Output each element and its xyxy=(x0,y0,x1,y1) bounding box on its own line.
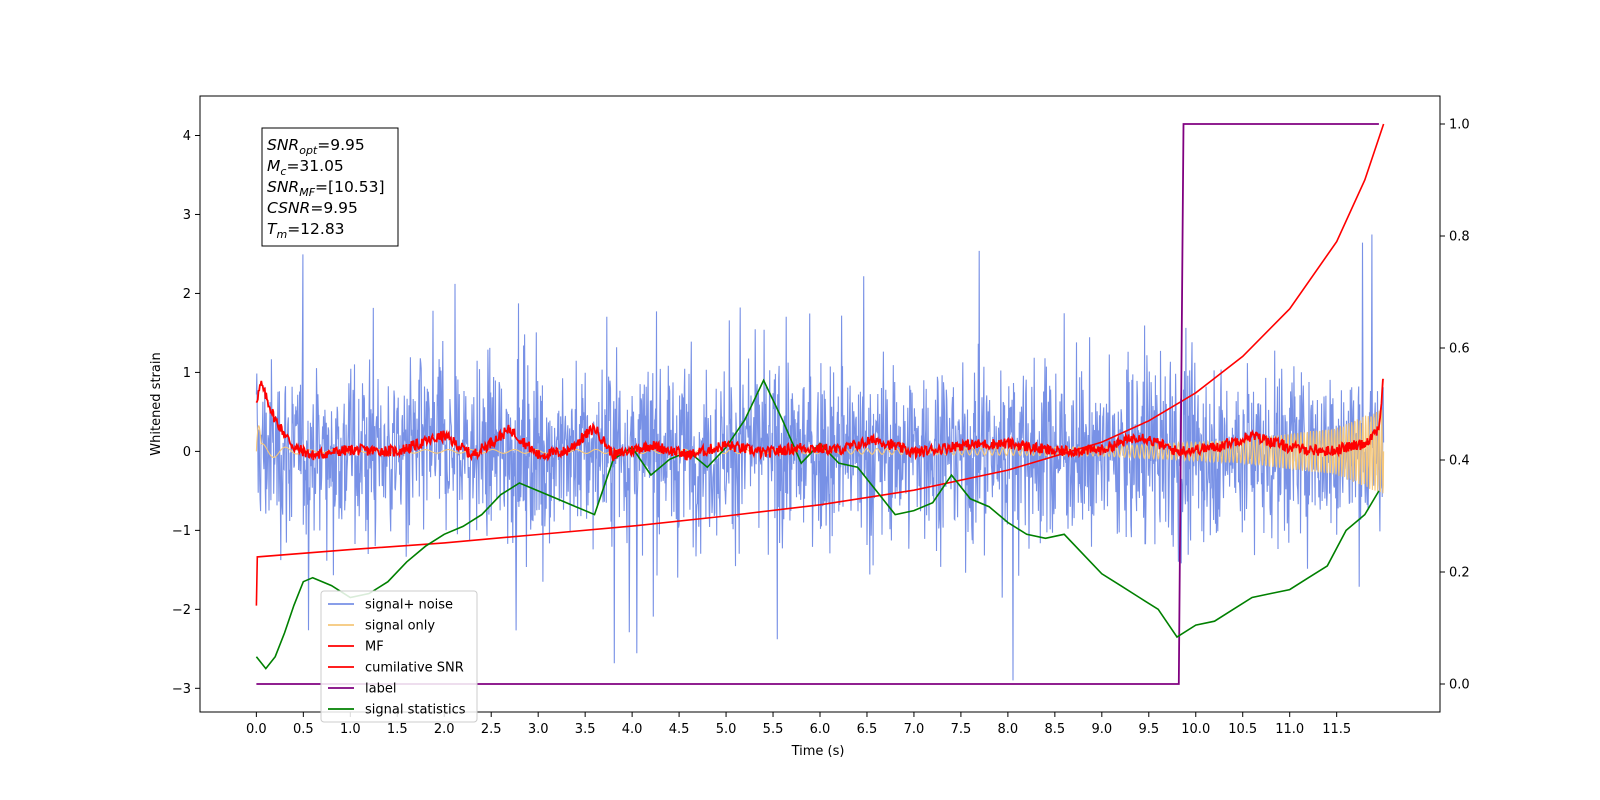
annotation-line: SNRopt=9.95 xyxy=(267,136,365,157)
y2-tick-label: 0.6 xyxy=(1449,342,1470,357)
x-tick-label: 11.0 xyxy=(1275,722,1304,737)
x-tick-label: 1.0 xyxy=(340,722,361,737)
x-tick-label: 6.5 xyxy=(857,722,878,737)
legend-label: label xyxy=(365,682,396,697)
legend-frame xyxy=(320,590,478,723)
y2-tick-label: 0.8 xyxy=(1449,230,1470,245)
y2-tick-label: 0.4 xyxy=(1449,454,1470,469)
x-tick-label: 4.0 xyxy=(622,722,643,737)
legend: signal+ noise signal only MF cumilative SNR… xyxy=(320,590,478,723)
legend-label: MF xyxy=(365,640,384,655)
annotation-variable: SNR xyxy=(267,136,299,154)
plot-area xyxy=(255,123,1385,685)
annotation-line: Mc=31.05 xyxy=(267,157,344,178)
x-tick-label: 10.0 xyxy=(1181,722,1210,737)
annotation-value: =[10.53] xyxy=(315,178,384,196)
x-tick-label: 0.5 xyxy=(293,722,314,737)
x-tick-label: 10.5 xyxy=(1228,722,1257,737)
x-tick-label: 2.0 xyxy=(434,722,455,737)
annotation-line: SNRMF=[10.53] xyxy=(267,178,385,199)
annotation-box: SNRopt=9.95Mc=31.05SNRMF=[10.53]CSNR=9.9… xyxy=(261,127,399,247)
x-tick-label: 3.0 xyxy=(528,722,549,737)
legend-label: signal only xyxy=(365,619,435,634)
x-tick-label: 6.0 xyxy=(810,722,831,737)
y-tick-label: 0 xyxy=(183,445,191,460)
x-tick-label: 4.5 xyxy=(669,722,690,737)
y-tick-label: −3 xyxy=(172,682,191,697)
annotation-value: =31.05 xyxy=(286,157,343,175)
x-tick-label: 5.5 xyxy=(763,722,784,737)
annotation-line: CSNR=9.95 xyxy=(267,199,358,217)
y-axis-right: 0.0 0.2 0.4 0.6 0.8 1.0 xyxy=(1440,118,1470,693)
x-tick-label: 9.0 xyxy=(1091,722,1112,737)
annotation-variable: SNR xyxy=(267,178,299,196)
x-tick-label: 0.0 xyxy=(246,722,267,737)
x-axis-label: Time (s) xyxy=(791,744,845,759)
annotation-line: Tm=12.83 xyxy=(267,220,345,241)
y-axis-left: −3 −2 −1 0 1 2 3 4 xyxy=(172,129,200,697)
y2-tick-label: 1.0 xyxy=(1449,118,1470,133)
y2-tick-label: 0.0 xyxy=(1449,678,1470,693)
legend-label: signal+ noise xyxy=(365,598,453,613)
x-tick-label: 9.5 xyxy=(1138,722,1159,737)
legend-label: cumilative SNR xyxy=(365,661,464,676)
annotation-frame xyxy=(261,127,399,247)
y-tick-label: −2 xyxy=(172,603,191,618)
y2-tick-label: 0.2 xyxy=(1449,566,1470,581)
x-tick-label: 11.5 xyxy=(1322,722,1351,737)
annotation-subscript: c xyxy=(280,165,286,178)
y-tick-label: 3 xyxy=(183,208,191,223)
annotation-subscript: MF xyxy=(299,186,315,199)
series-signal-statistics-line xyxy=(255,378,1380,670)
annotation-subscript: opt xyxy=(299,144,318,157)
x-tick-label: 2.5 xyxy=(481,722,502,737)
x-tick-label: 7.5 xyxy=(951,722,972,737)
x-tick-label: 8.5 xyxy=(1045,722,1066,737)
y-tick-label: 2 xyxy=(183,287,191,302)
annotation-value: =9.95 xyxy=(317,136,365,154)
legend-label: signal statistics xyxy=(365,703,466,718)
series-label-line xyxy=(256,123,1379,685)
x-axis: 0.0 0.5 1.0 1.5 2.0 2.5 3.0 3.5 4.0 4.5 5.0 5.5 6.0 6… xyxy=(246,712,1351,737)
annotation-value: =12.83 xyxy=(287,220,344,238)
y-tick-label: −1 xyxy=(172,524,191,539)
y-axis-label: Whitened strain xyxy=(149,352,164,455)
x-tick-label: 3.5 xyxy=(575,722,596,737)
annotation-value: =9.95 xyxy=(310,199,358,217)
x-tick-label: 7.0 xyxy=(904,722,925,737)
annotation-variable: M xyxy=(267,157,280,175)
annotation-variable: CSNR xyxy=(267,199,310,217)
annotation-subscript: m xyxy=(276,228,287,241)
x-tick-label: 5.0 xyxy=(716,722,737,737)
x-tick-label: 1.5 xyxy=(387,722,408,737)
y-tick-label: 4 xyxy=(183,129,191,144)
annotation-variable: T xyxy=(267,220,278,238)
x-tick-label: 8.0 xyxy=(998,722,1019,737)
series-mf-line xyxy=(255,378,1385,462)
y-tick-label: 1 xyxy=(183,366,191,381)
